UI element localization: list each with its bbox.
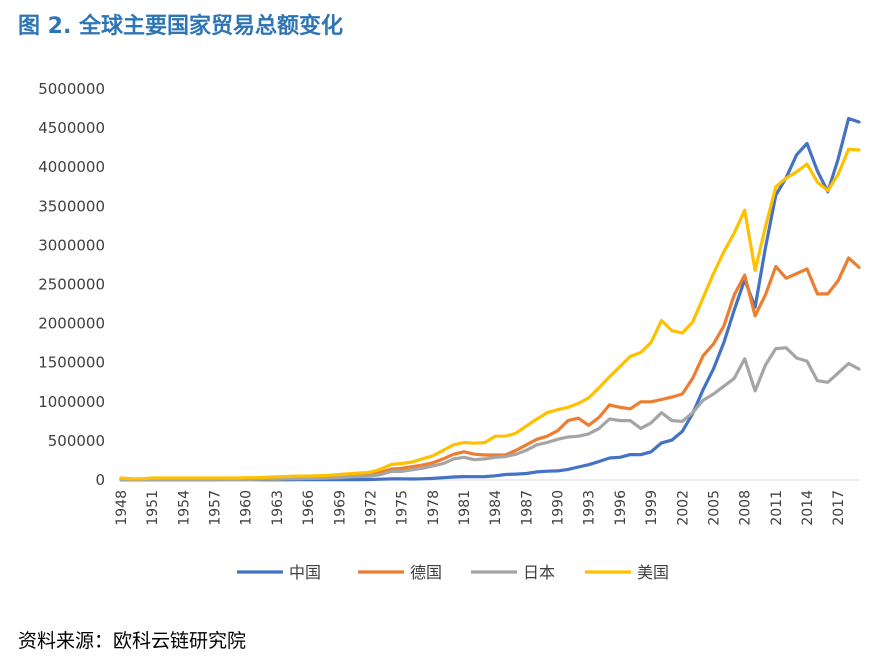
x-tick-label: 1948 — [114, 490, 130, 526]
line-chart: 0 500000 1000000 1500000 2000000 2500000 30000… — [38, 80, 861, 582]
source-note: 资料来源：欧科云链研究院 — [18, 630, 247, 652]
x-tick-label: 1984 — [488, 490, 504, 526]
x-tick-label: 1990 — [551, 490, 567, 526]
x-tick-label: 2017 — [831, 490, 847, 526]
figure-title: 图 2. 全球主要国家贸易总额变化 — [18, 14, 343, 39]
legend-label: 德国 — [410, 563, 442, 582]
x-tick-label: 1957 — [208, 490, 224, 526]
x-tick-label: 1960 — [239, 490, 255, 526]
y-tick-label: 3000000 — [38, 236, 105, 254]
x-tick-label: 2008 — [738, 490, 754, 526]
x-tick-label: 1996 — [613, 490, 629, 526]
y-tick-label: 1000000 — [38, 393, 105, 411]
x-tick-label: 1981 — [457, 490, 473, 526]
y-tick-label: 500000 — [48, 432, 105, 450]
legend-label: 美国 — [637, 563, 669, 582]
x-axis: 1948 1951 1954 1957 1960 1963 1966 1969 1972 1975… — [114, 490, 847, 526]
y-tick-label: 0 — [95, 471, 105, 489]
x-tick-label: 1978 — [426, 490, 442, 526]
series-line — [119, 116, 861, 482]
x-tick-label: 2005 — [706, 490, 722, 526]
y-tick-label: 5000000 — [38, 80, 105, 98]
x-tick-label: 2014 — [800, 490, 816, 526]
y-tick-label: 3500000 — [38, 197, 105, 215]
series-line — [119, 147, 861, 481]
x-tick-label: 1972 — [363, 490, 379, 526]
legend-label: 中国 — [289, 563, 321, 582]
legend: 中国 德国 日本 美国 — [237, 563, 669, 582]
x-tick-label: 1987 — [519, 490, 535, 526]
legend-label: 日本 — [523, 563, 555, 582]
y-tick-label: 1500000 — [38, 354, 105, 372]
y-axis: 0 500000 1000000 1500000 2000000 2500000 30000… — [38, 80, 105, 489]
series-layer — [119, 116, 861, 482]
x-tick-label: 1966 — [301, 490, 317, 526]
x-tick-label: 1963 — [270, 490, 286, 526]
x-tick-label: 1993 — [582, 490, 598, 526]
x-tick-label: 1969 — [332, 490, 348, 526]
y-tick-label: 4000000 — [38, 158, 105, 176]
x-tick-label: 2011 — [769, 490, 785, 526]
y-tick-label: 2500000 — [38, 276, 105, 294]
y-tick-label: 4500000 — [38, 119, 105, 137]
series-line — [119, 346, 861, 482]
x-tick-label: 1954 — [176, 490, 192, 526]
x-tick-label: 1951 — [145, 490, 161, 526]
x-tick-label: 1999 — [644, 490, 660, 526]
x-tick-label: 1975 — [395, 490, 411, 526]
x-tick-label: 2002 — [675, 490, 691, 526]
y-tick-label: 2000000 — [38, 315, 105, 333]
